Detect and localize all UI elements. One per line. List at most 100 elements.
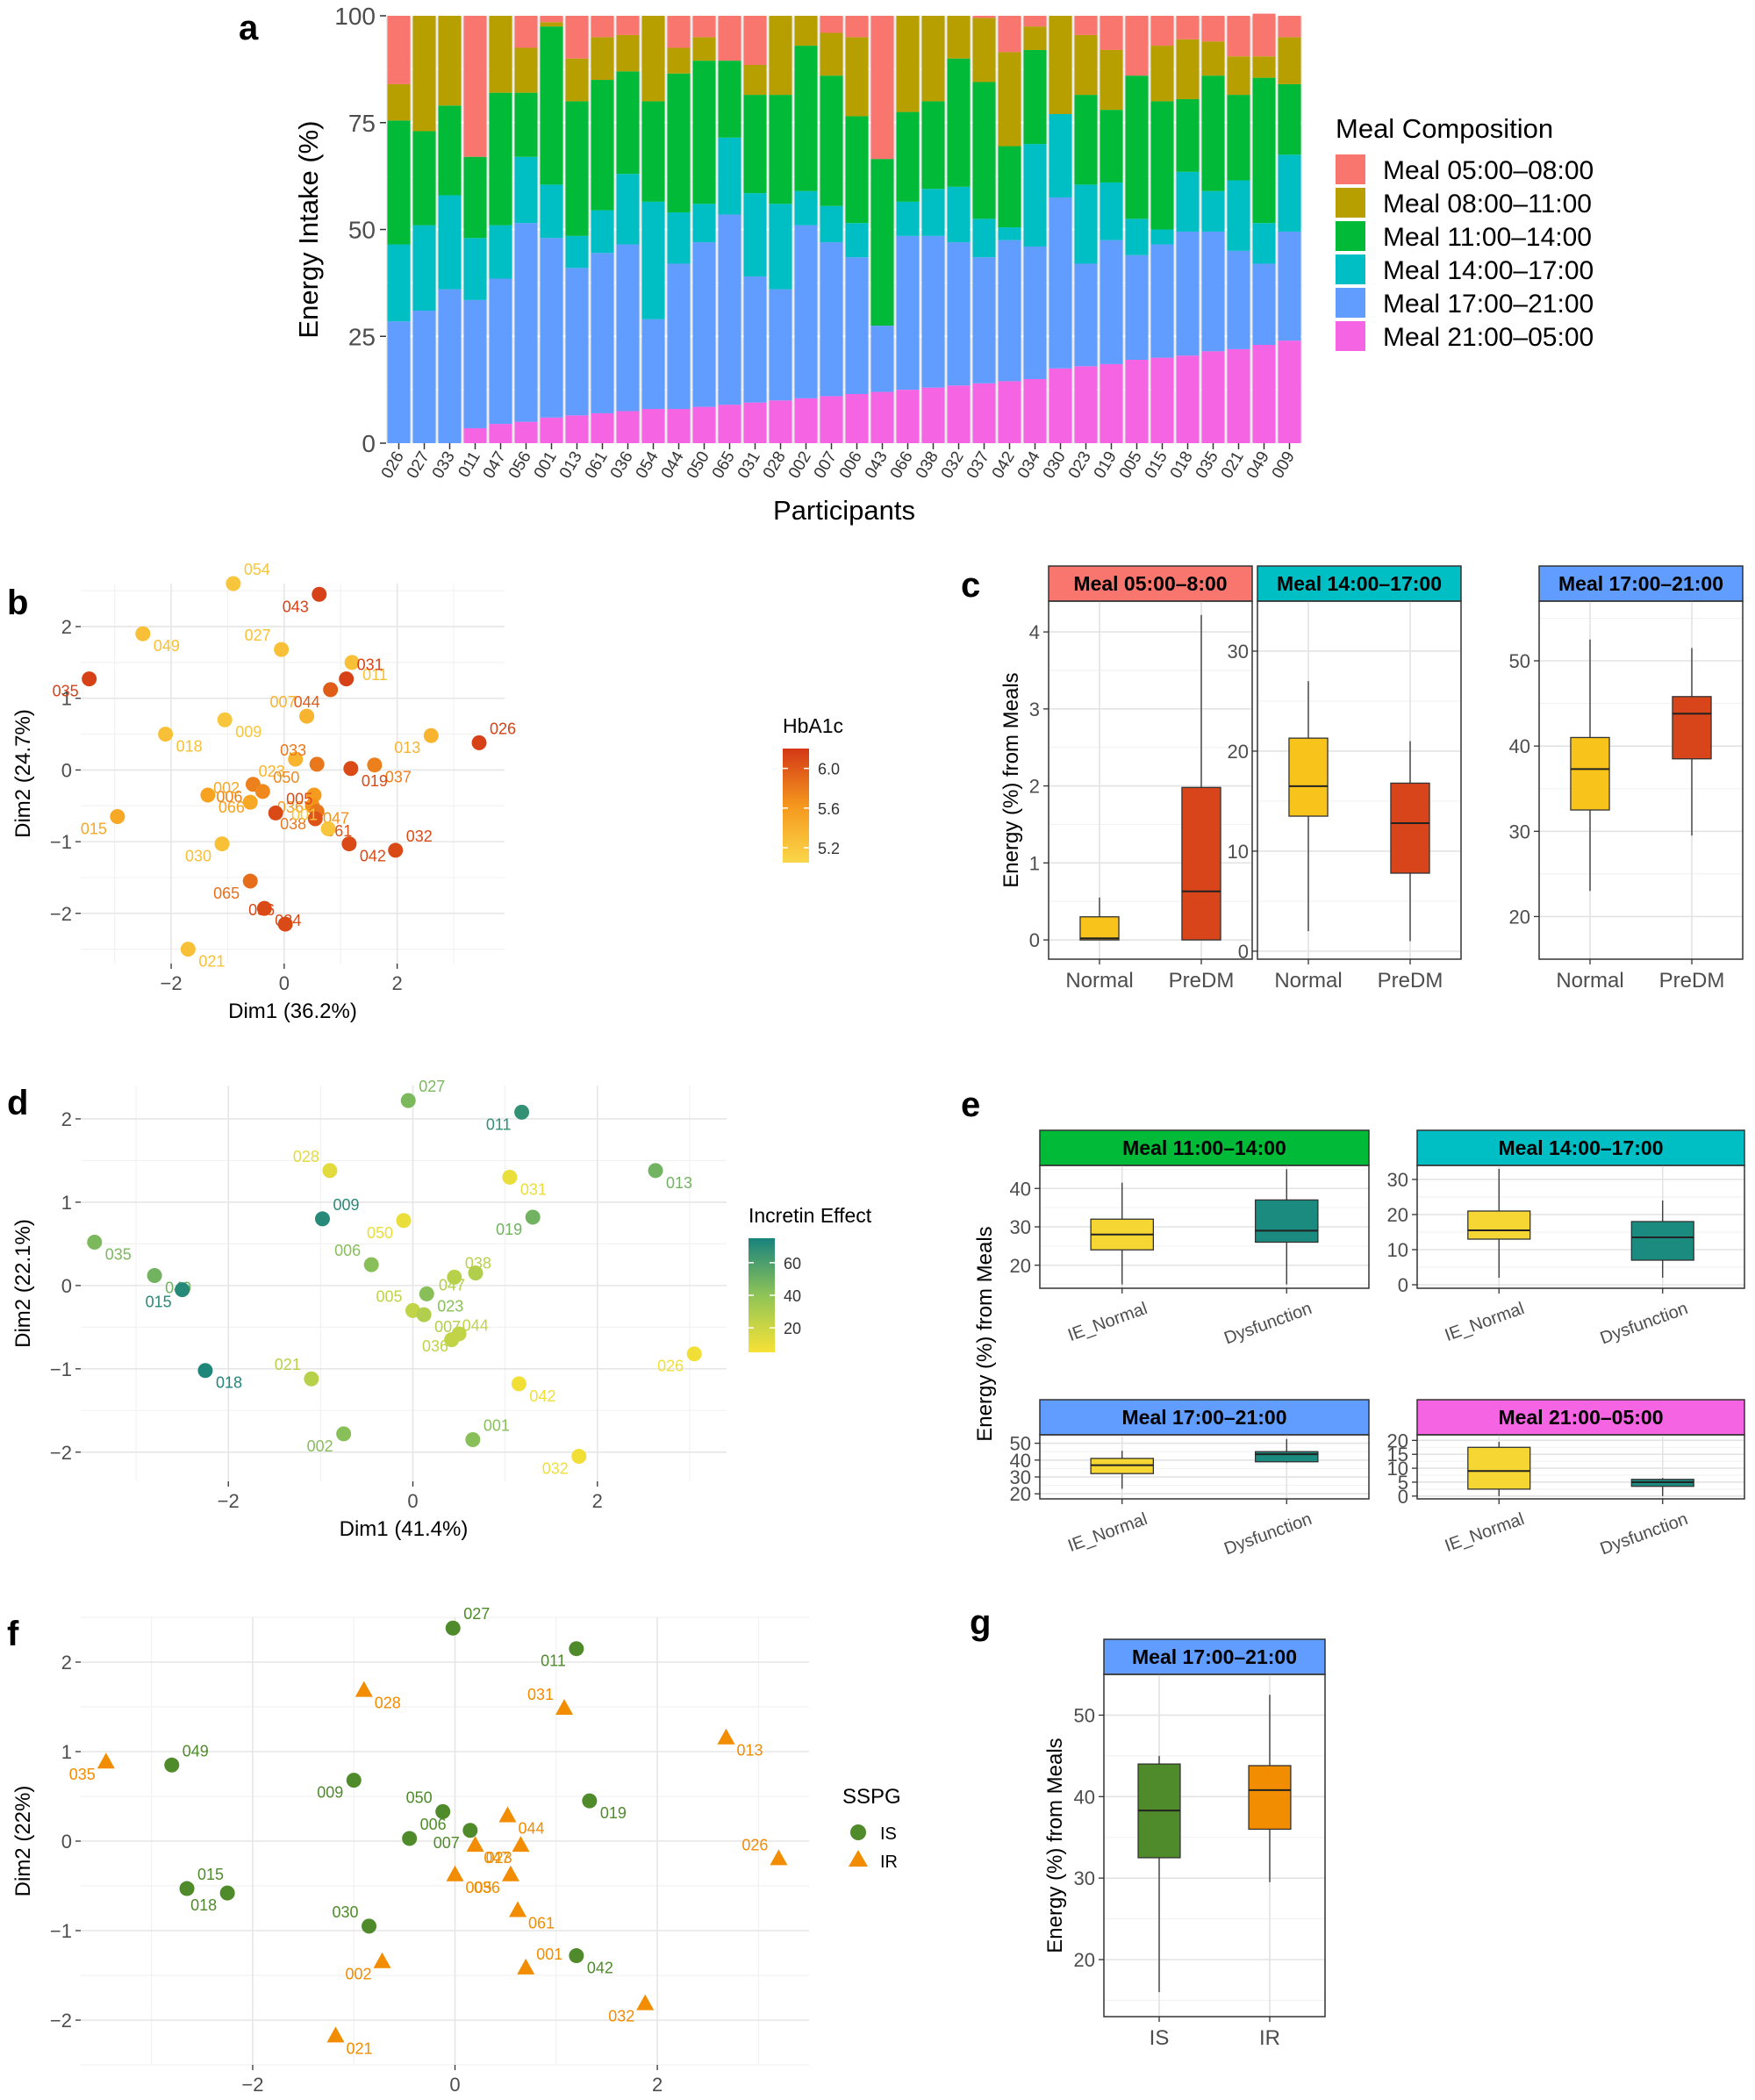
bar-segment — [616, 244, 640, 412]
bar-segment — [489, 225, 512, 279]
bar-segment — [387, 16, 411, 84]
bar-segment — [820, 242, 843, 397]
x-tick-label: IE_Normal — [1443, 1299, 1527, 1345]
point-label: 015 — [197, 1866, 224, 1883]
point-label: 007 — [433, 1834, 460, 1852]
data-point — [582, 1793, 598, 1809]
y-tick-label: 0 — [1398, 1486, 1408, 1508]
point-label: 018 — [216, 1374, 242, 1392]
point-label: 043 — [283, 598, 309, 615]
x-tick-label: Dysfunction — [1598, 1509, 1691, 1559]
point-label: 031 — [527, 1686, 554, 1703]
x-tick-label: PreDM — [1169, 969, 1235, 993]
bar-segment — [743, 276, 767, 403]
x-tick-label: IE_Normal — [1065, 1509, 1150, 1556]
data-point-triangle — [636, 1994, 655, 2010]
panel-label-g: g — [970, 1603, 991, 1642]
data-point — [569, 1948, 584, 1964]
bar-segment — [1023, 49, 1047, 145]
bar-segment — [896, 390, 920, 443]
bar-segment — [616, 16, 640, 35]
bar-segment — [1201, 351, 1225, 443]
bar-segment — [1023, 16, 1047, 27]
point-label: 033 — [280, 742, 306, 759]
y-tick-label: −1 — [50, 1358, 72, 1380]
data-point — [179, 1881, 195, 1896]
bar-segment — [820, 75, 843, 206]
x-tick-label: 034 — [1014, 448, 1044, 482]
bar-segment — [794, 46, 818, 191]
x-tick-label: Normal — [1556, 969, 1623, 993]
point-label: 015 — [146, 1294, 172, 1311]
data-point-triangle — [97, 1752, 115, 1769]
x-tick-label: 2 — [652, 2074, 663, 2096]
bar-segment — [718, 137, 741, 215]
legend-swatch — [1336, 321, 1365, 351]
point-label: 028 — [293, 1148, 319, 1165]
box — [1288, 737, 1329, 817]
bar-segment — [794, 225, 818, 398]
bar-segment — [1278, 37, 1301, 84]
point-label: 021 — [198, 953, 225, 971]
box — [1181, 786, 1221, 941]
point-label: 006 — [216, 788, 242, 806]
x-tick-label: 006 — [836, 448, 866, 482]
x-tick-label: 049 — [1243, 448, 1273, 482]
bar-segment — [565, 16, 589, 59]
y-tick-label: 40 — [1074, 1786, 1095, 1808]
x-axis-label: Dim1 (36.2%) — [228, 1000, 357, 1023]
facet-title: Meal 21:00–05:00 — [1499, 1406, 1664, 1429]
data-point — [82, 671, 97, 687]
bar-segment — [616, 71, 640, 175]
x-tick-label: 066 — [887, 448, 917, 482]
facet-title: Meal 17:00–21:00 — [1122, 1406, 1287, 1429]
bar-segment — [1125, 219, 1149, 255]
y-tick-label: 20 — [1509, 906, 1530, 928]
box — [1254, 1199, 1319, 1244]
legend-entry: Meal 08:00–11:00 — [1383, 190, 1592, 219]
bar-segment — [1278, 83, 1301, 155]
bar-segment — [1227, 16, 1250, 57]
x-tick-label: 043 — [862, 448, 892, 482]
data-point — [314, 1211, 330, 1227]
bar-segment — [692, 61, 716, 204]
bar-segment — [1176, 231, 1200, 356]
point-label: 044 — [518, 1819, 544, 1837]
x-tick-label: 018 — [1167, 448, 1197, 482]
panel-border — [1103, 1674, 1326, 2018]
point-label: 054 — [244, 561, 270, 578]
data-point — [87, 1235, 103, 1251]
bar-segment — [667, 409, 691, 443]
data-point — [322, 1163, 338, 1179]
point-label: 001 — [291, 806, 318, 823]
bar-segment — [1049, 114, 1072, 197]
x-tick-label: 001 — [531, 448, 561, 482]
point-label: 002 — [307, 1437, 333, 1455]
facet-title: Meal 14:00–17:00 — [1277, 572, 1442, 595]
bar-segment — [769, 16, 792, 96]
bar-segment — [1023, 26, 1047, 50]
panel-border — [1538, 600, 1744, 960]
y-tick-label: 4 — [1029, 621, 1040, 643]
bar-segment — [540, 16, 563, 23]
bar-segment — [921, 16, 945, 102]
y-tick-label: 75 — [348, 110, 376, 137]
legend-tick-label: 60 — [784, 1255, 801, 1272]
point-label: 050 — [406, 1788, 433, 1806]
bar-segment — [565, 101, 589, 236]
point-label: 021 — [275, 1356, 301, 1373]
x-tick-label: 023 — [1065, 448, 1095, 482]
x-tick-label: 013 — [556, 448, 586, 482]
box — [1079, 916, 1120, 941]
bar-segment — [667, 73, 691, 213]
y-tick-label: 20 — [1228, 741, 1249, 763]
bar-segment — [1150, 229, 1174, 245]
x-tick-label: 0 — [449, 2074, 460, 2096]
point-label: 042 — [360, 848, 386, 865]
point-label: 035 — [105, 1246, 132, 1264]
bar-segment — [1252, 56, 1276, 78]
point-label: 036 — [474, 1879, 500, 1896]
bar-segment — [1278, 16, 1301, 38]
y-tick-label: −2 — [50, 2010, 72, 2032]
box — [1248, 1765, 1292, 1831]
